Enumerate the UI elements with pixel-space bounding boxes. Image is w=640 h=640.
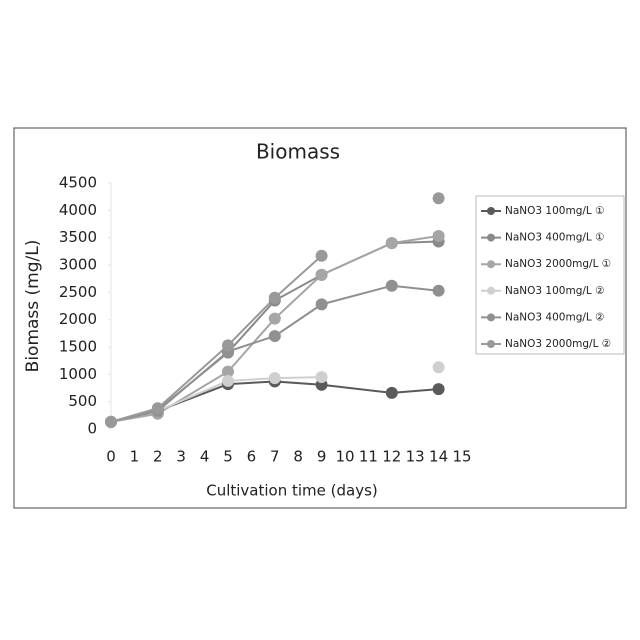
x-tick-label: 8 bbox=[293, 448, 303, 466]
data-point bbox=[433, 230, 445, 242]
legend-label: NaNO3 100mg/L ② bbox=[505, 285, 605, 297]
x-tick-label: 1 bbox=[130, 448, 140, 466]
legend-label: NaNO3 100mg/L ① bbox=[505, 205, 605, 217]
legend-label: NaNO3 2000mg/L ① bbox=[505, 258, 611, 270]
data-point bbox=[269, 313, 281, 325]
legend-label: NaNO3 2000mg/L ② bbox=[505, 338, 611, 350]
x-tick-label: 0 bbox=[106, 448, 116, 466]
x-tick-label: 5 bbox=[223, 448, 233, 466]
y-tick-label: 4000 bbox=[59, 201, 97, 219]
y-tick-label: 500 bbox=[68, 392, 97, 410]
x-tick-label: 7 bbox=[270, 448, 280, 466]
y-tick-label: 1500 bbox=[59, 338, 97, 356]
legend-swatch-marker bbox=[487, 313, 495, 321]
data-point bbox=[433, 383, 445, 395]
legend-swatch-marker bbox=[487, 207, 495, 215]
data-point bbox=[222, 375, 234, 387]
data-point bbox=[386, 387, 398, 399]
x-axis-label: Cultivation time (days) bbox=[206, 482, 378, 500]
legend-swatch-marker bbox=[487, 287, 495, 295]
legend-swatch-marker bbox=[487, 340, 495, 348]
data-point bbox=[269, 372, 281, 384]
chart-title: Biomass bbox=[256, 140, 340, 164]
data-point bbox=[269, 292, 281, 304]
y-tick-label: 1000 bbox=[59, 365, 97, 383]
data-point bbox=[386, 280, 398, 292]
chart: Biomass Cultivation time (days) Biomass … bbox=[0, 0, 640, 640]
x-tick-label: 9 bbox=[317, 448, 327, 466]
y-tick-label: 3500 bbox=[59, 228, 97, 246]
data-point bbox=[316, 298, 328, 310]
legend-box bbox=[476, 196, 624, 354]
data-point bbox=[386, 237, 398, 249]
data-point bbox=[105, 416, 117, 428]
x-tick-label: 15 bbox=[452, 448, 471, 466]
y-axis-label: Biomass (mg/L) bbox=[23, 240, 43, 373]
x-tick-label: 14 bbox=[429, 448, 448, 466]
x-tick-label: 4 bbox=[200, 448, 210, 466]
data-point bbox=[269, 330, 281, 342]
data-point bbox=[433, 361, 445, 373]
x-tick-label: 10 bbox=[335, 448, 354, 466]
data-point bbox=[433, 192, 445, 204]
data-point bbox=[316, 269, 328, 281]
y-tick-label: 3000 bbox=[59, 256, 97, 274]
x-tick-label: 2 bbox=[153, 448, 163, 466]
data-point bbox=[152, 402, 164, 414]
data-point bbox=[316, 371, 328, 383]
y-tick-label: 2000 bbox=[59, 310, 97, 328]
y-tick-label: 4500 bbox=[59, 174, 97, 192]
data-point bbox=[222, 339, 234, 351]
legend-swatch-marker bbox=[487, 260, 495, 268]
legend-swatch-marker bbox=[487, 234, 495, 242]
x-tick-label: 13 bbox=[406, 448, 425, 466]
x-tick-label: 11 bbox=[359, 448, 378, 466]
x-tick-label: 12 bbox=[382, 448, 401, 466]
data-point bbox=[316, 250, 328, 262]
page: {"chart_data": {"type": "line", "title":… bbox=[0, 0, 640, 640]
x-tick-label: 6 bbox=[247, 448, 257, 466]
y-tick-label: 2500 bbox=[59, 283, 97, 301]
data-point bbox=[433, 285, 445, 297]
x-tick-label: 3 bbox=[176, 448, 186, 466]
legend-label: NaNO3 400mg/L ② bbox=[505, 311, 605, 323]
legend-label: NaNO3 400mg/L ① bbox=[505, 232, 605, 244]
y-tick-label: 0 bbox=[87, 420, 97, 438]
